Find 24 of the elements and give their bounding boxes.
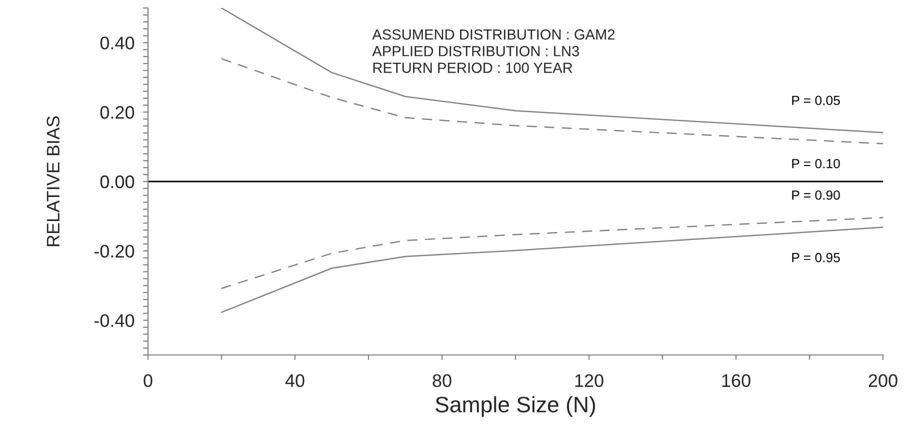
line-series (220, 226, 883, 313)
annotation: ASSUMEND DISTRIBUTION : GAM2 (372, 29, 615, 40)
annotation: RETURN PERIOD : 100 YEAR (373, 62, 572, 73)
y-tick-label: -0.40 (94, 314, 134, 328)
x-tick-label: 200 (868, 374, 898, 388)
y-tick-label: 0.40 (100, 36, 134, 50)
y-axis-title: RELATIVE BIAS (46, 116, 60, 246)
series-label: P = 0.10 (792, 158, 840, 168)
line-series (220, 216, 883, 289)
x-tick-label: 80 (432, 374, 452, 388)
y-tick-label: -0.20 (94, 244, 134, 258)
y-tick-label: 0.00 (100, 175, 134, 188)
line-series (220, 8, 883, 134)
line-series (220, 58, 883, 144)
x-tick-label: 40 (285, 374, 304, 388)
x-tick-label: 0 (144, 374, 152, 388)
annotation: APPLIED DISTRIBUTION : LN3 (372, 46, 579, 56)
x-axis-title: Sample Size (N) (436, 396, 596, 417)
series-label: P = 0.05 (792, 96, 840, 106)
series-label: P = 0.95 (792, 252, 840, 262)
y-tick-label: 0.20 (100, 106, 134, 119)
series-label: P = 0.90 (792, 190, 840, 200)
x-tick-label: 120 (575, 374, 604, 388)
x-tick-label: 160 (722, 374, 750, 388)
